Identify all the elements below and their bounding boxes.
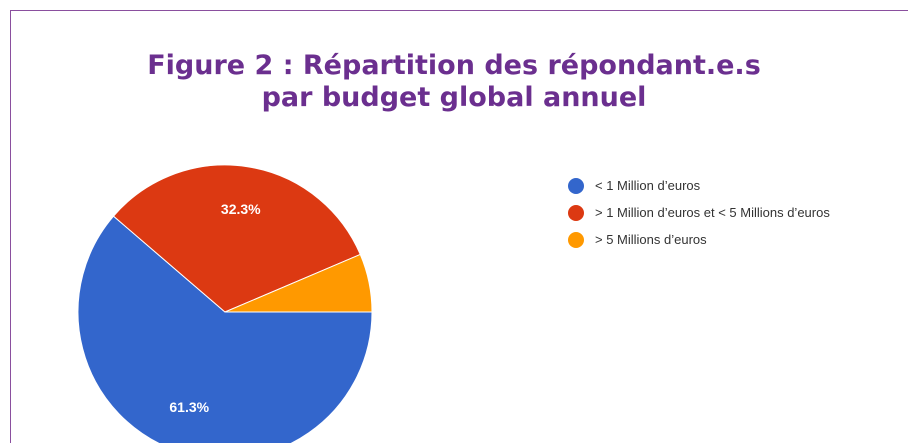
legend-swatch (568, 178, 584, 194)
legend-item: > 1 Million d’euros et < 5 Millions d’eu… (568, 203, 880, 222)
legend-label: > 1 Million d’euros et < 5 Millions d’eu… (595, 205, 830, 220)
legend-label: < 1 Million d’euros (595, 178, 701, 193)
legend-label: > 5 Millions d’euros (595, 232, 707, 247)
slice-label: 32.3% (221, 201, 261, 217)
pie-slice (112, 164, 361, 313)
chart-title: Figure 2 : Répartition des répondant.e.s (147, 50, 761, 81)
pie-slice (77, 215, 373, 443)
legend: < 1 Million d’euros > 1 Million d’euros e… (568, 176, 880, 257)
legend-item: > 5 Millions d’euros (568, 230, 880, 249)
slice-label: 61.3% (169, 399, 209, 415)
frame (10, 10, 908, 443)
legend-swatch (568, 232, 584, 248)
legend-swatch (568, 205, 584, 221)
pie-slice (224, 253, 373, 313)
chart-title: par budget global annuel (261, 82, 647, 113)
legend-item: < 1 Million d’euros (568, 176, 880, 195)
